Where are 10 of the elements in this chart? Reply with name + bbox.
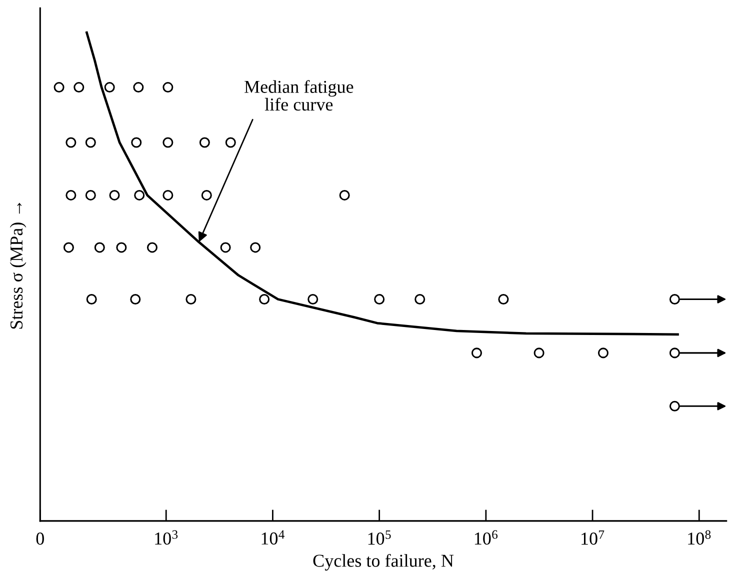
y-axis-title: Stress σ (MPa) → (10, 202, 26, 329)
x-axis-title: Cycles to failure, N (313, 554, 454, 571)
x-tick-label: 10$^{8}$ (688, 530, 711, 545)
x-tick-label: 10$^{5}$ (368, 530, 391, 545)
x-tick-label: 10$^{4}$ (262, 530, 284, 545)
x-tick-label: 10$^{7}$ (582, 530, 604, 545)
x-tick-label: 0 (36, 532, 44, 545)
x-tick-label: 10$^{3}$ (155, 530, 178, 545)
x-tick-label: 10$^{6}$ (474, 530, 498, 545)
annotation: Median fatigue life curve (244, 80, 354, 111)
